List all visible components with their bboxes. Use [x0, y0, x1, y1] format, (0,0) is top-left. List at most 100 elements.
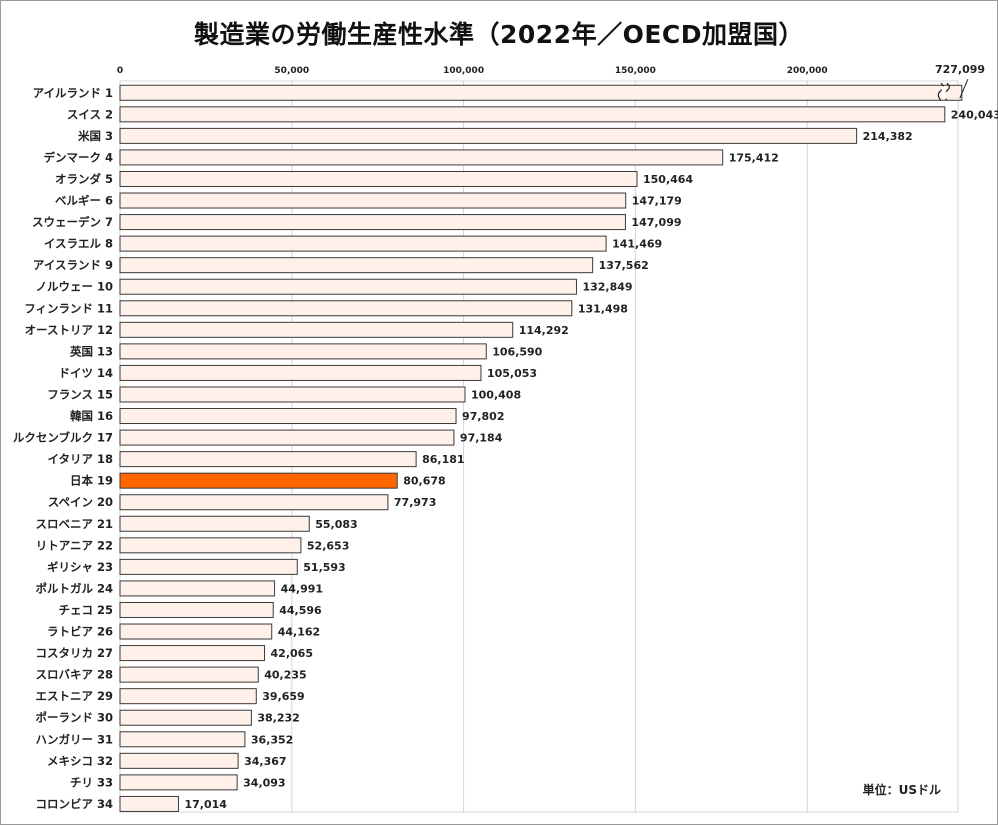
data-label: 141,469 — [612, 238, 662, 251]
category-label: フィンランド 11 — [24, 301, 113, 315]
data-label: 42,065 — [271, 647, 313, 660]
category-label: コロンビア 34 — [35, 797, 113, 811]
category-label: リトアニア 22 — [36, 538, 113, 552]
data-label: 36,352 — [251, 733, 293, 746]
data-label: 51,593 — [303, 561, 345, 574]
bar — [119, 580, 276, 597]
category-label: ドイツ 14 — [58, 366, 113, 380]
bar — [119, 623, 273, 640]
bar — [119, 170, 638, 187]
data-label: 34,367 — [244, 755, 286, 768]
category-label: ハンガリー 31 — [35, 732, 113, 746]
bar — [119, 235, 607, 252]
bar — [119, 774, 238, 791]
data-label: 106,590 — [492, 345, 542, 358]
data-label: 38,232 — [257, 712, 299, 725]
bar — [119, 472, 398, 489]
bar — [119, 106, 946, 123]
data-label: 44,596 — [279, 604, 322, 617]
data-label: 131,498 — [578, 302, 628, 315]
data-label: 55,083 — [315, 518, 357, 531]
data-label: 34,093 — [243, 776, 285, 789]
bar — [119, 645, 266, 662]
category-label: 韓国 16 — [70, 409, 113, 423]
x-tick-label: 200,000 — [787, 66, 828, 76]
x-tick-label: 0 — [117, 66, 123, 76]
category-label: アイルランド 1 — [33, 86, 113, 100]
category-label: アイスランド 9 — [33, 258, 113, 272]
category-label: スイス 2 — [67, 107, 113, 121]
chart-title: 製造業の労働生産性水準（2022年／OECD加盟国） — [193, 20, 804, 49]
axis-break-mark — [937, 82, 944, 101]
data-label: 77,973 — [394, 496, 436, 509]
bar — [119, 515, 310, 532]
data-label: 40,235 — [264, 669, 306, 682]
data-label: 137,562 — [599, 259, 649, 272]
category-label: メキシコ 32 — [47, 754, 113, 768]
data-label: 86,181 — [422, 453, 464, 466]
bar — [119, 300, 573, 317]
category-label: コスタリカ 27 — [35, 646, 113, 660]
bar — [119, 278, 577, 295]
bar — [119, 709, 252, 726]
x-tick-label: 50,000 — [274, 66, 309, 76]
category-label: チェコ 25 — [58, 603, 113, 617]
axis-break-leader — [959, 79, 969, 99]
data-label: 150,464 — [643, 173, 693, 186]
category-label: デンマーク 4 — [43, 150, 113, 164]
bar — [119, 731, 246, 748]
bar — [119, 494, 389, 511]
bar — [119, 127, 858, 144]
bar — [119, 386, 466, 403]
category-label: ルクセンブルク 17 — [13, 431, 113, 445]
data-label: 39,659 — [262, 690, 304, 703]
category-label: オーストリア 12 — [25, 323, 113, 337]
data-label: 44,991 — [281, 582, 323, 595]
data-label: 147,179 — [632, 195, 682, 208]
bar — [119, 192, 627, 209]
x-tick-label: 150,000 — [615, 66, 656, 76]
category-label: スロベニア 21 — [35, 517, 113, 531]
bar — [119, 84, 963, 101]
category-label: 米国 3 — [77, 129, 113, 143]
bar — [119, 752, 239, 769]
data-label: 44,162 — [278, 626, 320, 639]
bar — [119, 214, 626, 231]
bar — [119, 688, 257, 705]
data-label: 97,802 — [462, 410, 504, 423]
category-label: エストニア 29 — [35, 689, 113, 703]
bar — [119, 451, 417, 468]
bar — [119, 601, 274, 618]
bar — [119, 537, 302, 554]
bar — [119, 795, 179, 812]
bar — [119, 364, 482, 381]
bar — [119, 558, 298, 575]
bar — [119, 429, 455, 446]
data-label: 114,292 — [519, 324, 569, 337]
bar — [119, 257, 594, 274]
bar — [119, 149, 724, 166]
data-label: 17,014 — [184, 798, 227, 811]
data-label: 175,412 — [729, 151, 779, 164]
bar — [119, 343, 487, 360]
category-label: ポルトガル 24 — [35, 581, 113, 595]
category-label: スペイン 20 — [48, 495, 113, 509]
category-label: スウェーデン 7 — [32, 215, 113, 229]
category-label: チリ 33 — [70, 775, 113, 789]
category-label: スロバキア 28 — [35, 668, 113, 682]
category-label: ラトビア 26 — [47, 625, 113, 639]
data-label: 132,849 — [582, 281, 632, 294]
category-label: ノルウェー 10 — [35, 280, 113, 294]
category-label: ベルギー 6 — [55, 194, 113, 208]
data-label: 147,099 — [631, 216, 681, 229]
data-label: 214,382 — [863, 130, 913, 143]
category-label: 英国 13 — [69, 344, 113, 358]
bar — [119, 666, 259, 683]
category-label: ポーランド 30 — [35, 711, 113, 725]
data-label: 727,099 — [935, 63, 985, 76]
category-label: イタリア 18 — [47, 452, 113, 466]
category-label: 日本 19 — [70, 474, 113, 488]
category-label: オランダ 5 — [55, 172, 113, 186]
